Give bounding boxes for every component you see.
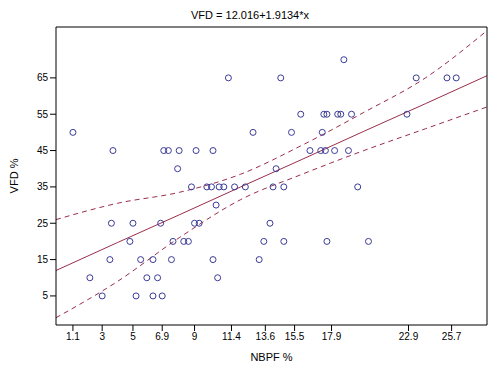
svg-text:1.1: 1.1: [66, 331, 80, 342]
svg-text:25.7: 25.7: [442, 331, 462, 342]
html-text:VFD = 12.016+1.9134*x: VFD = 12.016+1.9134*x: [191, 9, 309, 21]
svg-text:3: 3: [99, 331, 105, 342]
svg-text:NBPF %: NBPF %: [250, 351, 292, 363]
svg-text:11.4: 11.4: [222, 331, 241, 342]
svg-text:VFD %: VFD %: [8, 158, 20, 193]
svg-text:15: 15: [37, 254, 49, 265]
svg-text:15.5: 15.5: [285, 331, 305, 342]
svg-text:55: 55: [37, 109, 49, 120]
svg-text:6.9: 6.9: [155, 331, 169, 342]
svg-text:5: 5: [42, 290, 48, 301]
svg-text:22.9: 22.9: [399, 331, 419, 342]
svg-text:17.9: 17.9: [322, 331, 342, 342]
svg-text:9: 9: [192, 331, 198, 342]
svg-text:65: 65: [37, 72, 49, 83]
svg-text:5: 5: [130, 331, 136, 342]
svg-text:13.6: 13.6: [256, 331, 276, 342]
svg-text:45: 45: [37, 145, 49, 156]
svg-text:25: 25: [37, 218, 49, 229]
svg-text:35: 35: [37, 181, 49, 192]
